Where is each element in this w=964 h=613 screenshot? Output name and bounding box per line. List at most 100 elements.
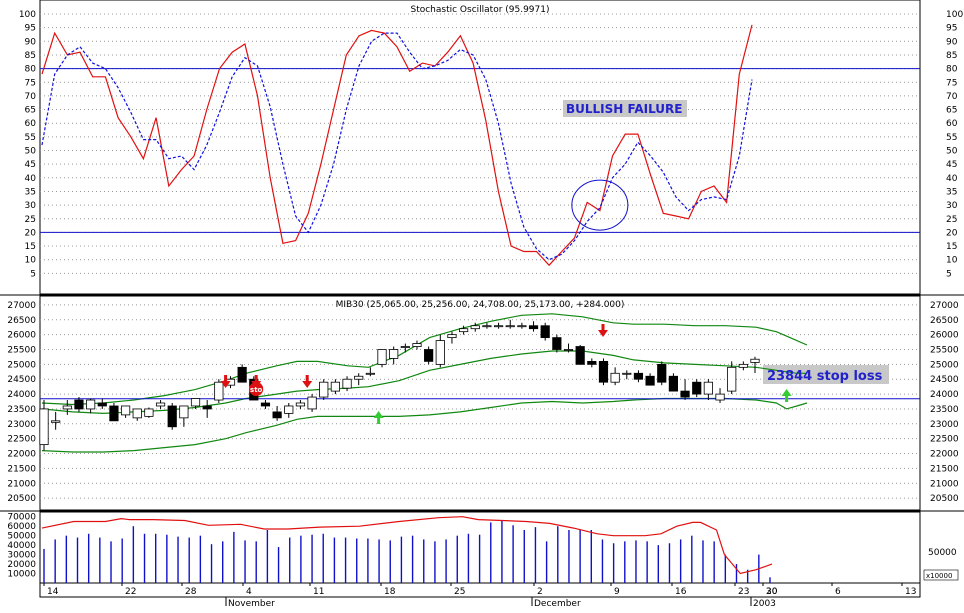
month-label: December [534, 599, 581, 608]
volume-tick-left: 60000 [7, 522, 36, 532]
stoch-tick-right: 65 [946, 106, 957, 116]
stoch-tick-right: 20 [946, 228, 958, 238]
stoch-tick-left: 15 [25, 242, 36, 252]
stoch-tick-left: 85 [25, 51, 36, 61]
price-tick-right: 26500 [930, 316, 959, 326]
volume-tick-left: 70000 [7, 513, 36, 523]
candle-body [610, 372, 620, 383]
sell-signal-arrow [598, 324, 608, 337]
bullish-failure-label-bg [563, 100, 687, 117]
candle-body [493, 325, 504, 328]
candle-body [668, 375, 679, 392]
stoch-tick-left: 95 [25, 24, 36, 34]
bollinger-upper [41, 313, 808, 406]
stoch-tick-left: 60 [25, 119, 37, 129]
candle-body [354, 375, 364, 380]
candle-body [447, 334, 457, 339]
price-tick-left: 21000 [7, 479, 36, 489]
price-tick-left: 27000 [7, 301, 36, 311]
candle-body [260, 402, 271, 407]
candle-body [62, 405, 72, 410]
stoch-tick-right: 30 [946, 201, 958, 211]
volume-tick-right: 50000 [928, 548, 957, 558]
candle-body [214, 381, 224, 401]
stoch-tick-left: 45 [25, 160, 36, 170]
panel-frame [39, 295, 921, 511]
candle-body [295, 402, 306, 407]
candle-body [703, 381, 713, 395]
candle-body [155, 402, 166, 407]
candle-body [459, 328, 469, 333]
candle-body [750, 358, 760, 363]
stoch-tick-right: 85 [946, 51, 957, 61]
stoch-tick-left: 75 [25, 78, 36, 88]
x-tick-label: 6 [835, 587, 841, 597]
price-tick-left: 25500 [7, 346, 36, 356]
x-tick-label: 9 [614, 587, 620, 597]
volume-tick-left: 50000 [7, 532, 36, 542]
stoch-tick-right: 10 [946, 256, 958, 266]
volume-average-line [41, 516, 773, 575]
price-tick-right: 22500 [930, 435, 959, 445]
price-tick-right: 22000 [930, 450, 959, 460]
candle-body [517, 325, 527, 328]
buy-signal-arrow [373, 411, 384, 424]
candle-body [202, 405, 212, 410]
stoch-tick-left: 20 [25, 228, 37, 238]
x-tick-label: 11 [313, 587, 324, 597]
stoch-tick-left: 70 [25, 92, 37, 102]
candle-body [540, 325, 550, 339]
price-tick-right: 27000 [930, 301, 959, 311]
candle-body [715, 393, 725, 401]
x-tick-label: 14 [47, 587, 59, 597]
candle-body [144, 408, 154, 417]
stoch-tick-left: 50 [25, 147, 37, 157]
price-tick-right: 26000 [930, 331, 959, 341]
candle-body [727, 366, 737, 392]
buy-signal-arrow [781, 389, 792, 402]
price-tick-left: 22500 [7, 435, 36, 445]
stop-signal-label: sto [250, 386, 263, 394]
x-tick-label: 23 [738, 587, 749, 597]
price-tick-right: 24500 [930, 375, 959, 385]
volume-tick-left: 40000 [7, 541, 36, 551]
stoch-tick-left: 65 [25, 106, 36, 116]
stop-loss-label: 23844 stop loss [767, 369, 883, 384]
candle-body [167, 405, 177, 428]
price-tick-right: 20500 [930, 494, 959, 504]
stoch-tick-right: 50 [946, 147, 958, 157]
volume-multiplier-box [923, 569, 959, 581]
stoch-title: Stochastic Oscillator (95.9971) [410, 5, 549, 15]
stoch-tick-right: 45 [946, 160, 957, 170]
stop-loss-label-bg [763, 365, 889, 384]
candle-body [528, 325, 539, 330]
price-tick-left: 23000 [7, 420, 36, 430]
candle-body [505, 325, 515, 328]
panel-frame [39, 0, 921, 295]
volume-multiplier: x10000 [926, 572, 952, 580]
price-tick-left: 23500 [7, 405, 36, 415]
stoch-tick-left: 90 [25, 37, 37, 47]
price-tick-right: 25000 [930, 360, 959, 370]
candle-body [319, 381, 329, 398]
sell-signal-arrow [251, 375, 262, 388]
stoch-tick-right: 70 [946, 92, 958, 102]
stoch-tick-right: 15 [946, 242, 957, 252]
price-tick-right: 21000 [930, 479, 959, 489]
price-tick-left: 26000 [7, 331, 36, 341]
price-tick-right: 25500 [930, 346, 959, 356]
x-tick-label: 20 [766, 587, 778, 597]
stoch-d-line [41, 32, 753, 261]
stoch-tick-left: 40 [25, 174, 37, 184]
candle-body [412, 343, 422, 347]
sell-signal-arrow [302, 375, 313, 388]
x-tick-label: 13 [905, 587, 916, 597]
price-tick-right: 23500 [930, 405, 959, 415]
candle-body [120, 405, 131, 416]
month-label: November [228, 599, 275, 608]
stoch-k-line [41, 24, 753, 267]
candle-body [738, 363, 748, 368]
stoch-tick-left: 80 [25, 65, 37, 75]
stoch-tick-right: 100 [946, 10, 963, 20]
stoch-tick-right: 5 [946, 269, 952, 279]
